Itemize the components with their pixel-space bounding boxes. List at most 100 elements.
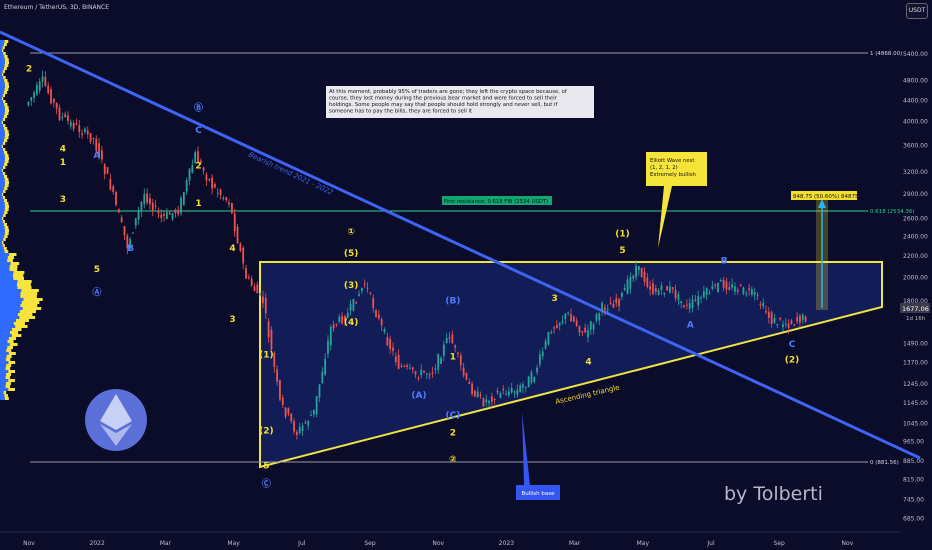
volume-bar-sell	[9, 331, 19, 334]
volume-bar-sell	[3, 247, 7, 250]
candle-body	[465, 373, 468, 380]
candle-body	[47, 85, 50, 94]
candle-body	[685, 304, 688, 306]
top-note: At this moment, probably 95% of traders …	[326, 86, 594, 118]
volume-bar-buy	[0, 316, 20, 319]
volume-bar-sell	[4, 397, 9, 400]
candle-body	[711, 285, 714, 289]
candle-body	[149, 198, 151, 205]
volume-bar-buy	[0, 355, 7, 358]
y-tick-label: 885.00	[903, 458, 924, 465]
candle-body	[165, 212, 168, 219]
candle-body	[67, 115, 69, 121]
volume-bar-sell	[2, 196, 6, 199]
wave-label: 1	[60, 158, 66, 168]
volume-bar-buy	[0, 91, 4, 94]
x-tick-label: May	[227, 540, 240, 547]
candle-body	[688, 302, 691, 309]
volume-bar-sell	[3, 214, 6, 217]
volume-bar-buy	[0, 271, 14, 274]
candle-body	[505, 394, 507, 396]
volume-bar-buy	[0, 220, 3, 223]
candle-body	[236, 226, 239, 244]
wave-label: (2)	[785, 356, 800, 366]
x-tick-label: May	[637, 540, 650, 547]
volume-bar-sell	[13, 322, 25, 325]
candle-body	[355, 301, 358, 304]
top-note-line: course, they lost money during the previ…	[329, 96, 558, 102]
volume-bar-buy	[0, 127, 5, 130]
candle-body	[171, 213, 174, 219]
candle-body	[335, 323, 338, 325]
candle-body	[163, 214, 165, 216]
candle-body	[44, 76, 47, 87]
candle-body	[459, 355, 462, 366]
currency-badge[interactable]: USDT	[906, 3, 928, 19]
wave-label: (1)	[615, 230, 630, 240]
candle-body	[397, 354, 400, 369]
volume-bar-buy	[0, 130, 5, 133]
volume-bar-sell	[2, 124, 6, 127]
volume-bar-sell	[4, 127, 8, 130]
candle-body	[539, 354, 541, 365]
volume-bar-sell	[20, 295, 37, 298]
candle-body	[84, 128, 86, 132]
volume-bar-buy	[0, 55, 5, 58]
wave-label: (B)	[445, 297, 460, 307]
volume-bar-sell	[3, 223, 7, 226]
volume-bar-buy	[0, 391, 4, 394]
candle-body	[513, 391, 516, 394]
candle-body	[519, 385, 522, 392]
volume-bar-buy	[0, 253, 10, 256]
volume-bar-sell	[13, 271, 25, 274]
wave-label: 2	[195, 161, 201, 171]
logo-lower	[100, 424, 132, 446]
volume-bar-sell	[4, 250, 9, 253]
volume-bar-sell	[9, 268, 18, 271]
candle-body	[52, 98, 55, 103]
candle-body	[180, 197, 182, 214]
candle-body	[191, 164, 194, 173]
volume-bar-sell	[3, 91, 8, 94]
wave-label: 5	[94, 265, 100, 275]
candle-body	[801, 314, 804, 321]
candle-body	[239, 243, 242, 251]
candle-body	[103, 164, 106, 175]
volume-bar-buy	[0, 268, 10, 271]
candle-body	[245, 268, 247, 279]
candle-body	[442, 344, 445, 356]
candle-body	[756, 294, 759, 296]
candle-body	[510, 387, 513, 393]
volume-bar-buy	[0, 61, 5, 64]
top-note-line: holdings. Some people may say that peopl…	[329, 102, 558, 108]
volume-bar-sell	[3, 43, 7, 46]
candle-body	[572, 316, 575, 322]
volume-bar-buy	[0, 112, 5, 115]
chart-title: Ethereum / TetherUS, 3D, BINANCE	[4, 4, 110, 11]
candle-body	[344, 316, 346, 321]
candle-body	[267, 321, 270, 338]
candle-body	[462, 367, 465, 376]
y-tick-label: 3200.00	[903, 169, 928, 176]
volume-bar-buy	[0, 361, 9, 364]
candle-body	[174, 209, 177, 214]
volume-bar-buy	[0, 256, 8, 259]
volume-bar-buy	[0, 295, 21, 298]
wave-label: 4	[229, 244, 235, 254]
candle-body	[584, 327, 587, 333]
volume-bar-sell	[2, 118, 6, 121]
volume-bar-buy	[0, 310, 20, 313]
candle-body	[612, 303, 615, 308]
candle-body	[50, 89, 52, 104]
volume-bar-buy	[0, 76, 4, 79]
bullish-base-text: Bullish base	[521, 491, 555, 497]
volume-bar-buy	[0, 247, 4, 250]
volume-bar-buy	[0, 97, 2, 100]
candle-body	[123, 225, 126, 236]
candle-body	[700, 297, 702, 299]
volume-bar-buy	[0, 49, 2, 52]
volume-bar-sell	[13, 277, 24, 280]
wave-label: 4	[585, 357, 591, 367]
candle-body	[734, 286, 736, 292]
